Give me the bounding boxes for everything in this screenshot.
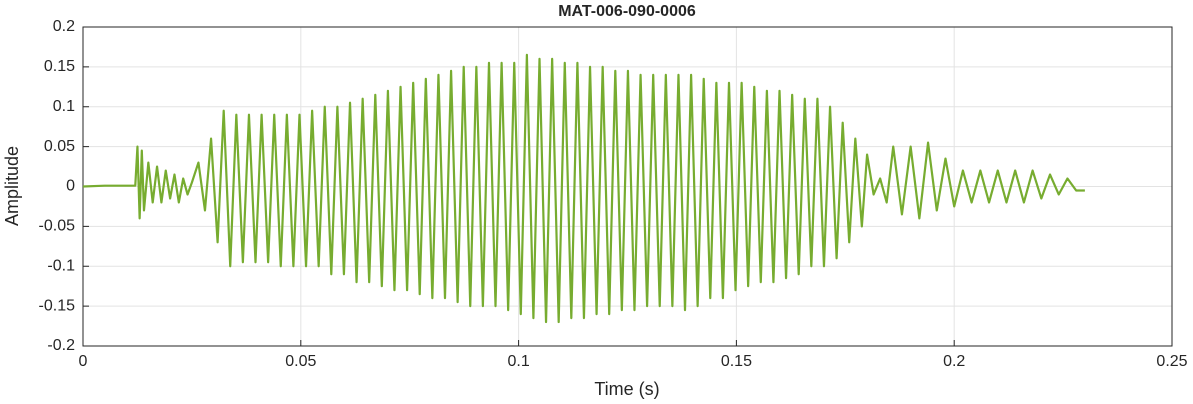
y-axis-label: Amplitude — [2, 146, 22, 226]
chart-title: MAT-006-090-0006 — [558, 3, 696, 20]
y-tick-label: -0.1 — [47, 257, 75, 274]
y-tick-label: 0.15 — [44, 58, 75, 75]
y-tick-label: -0.05 — [39, 218, 76, 235]
y-tick-label: 0.05 — [44, 138, 75, 155]
y-tick-label: -0.15 — [39, 297, 76, 314]
x-axis-label: Time (s) — [594, 379, 659, 399]
y-tick-label: -0.2 — [47, 337, 75, 354]
y-tick-label: 0.2 — [53, 18, 75, 35]
x-tick-label: 0.05 — [285, 353, 316, 370]
x-tick-label: 0.25 — [1156, 353, 1187, 370]
y-tick-label: 0.1 — [53, 98, 75, 115]
x-tick-label: 0.15 — [721, 353, 752, 370]
x-tick-label: 0 — [79, 353, 88, 370]
x-tick-label: 0.2 — [943, 353, 965, 370]
x-tick-label: 0.1 — [507, 353, 529, 370]
signal-line — [82, 53, 1085, 324]
y-tick-label: 0 — [66, 178, 75, 195]
